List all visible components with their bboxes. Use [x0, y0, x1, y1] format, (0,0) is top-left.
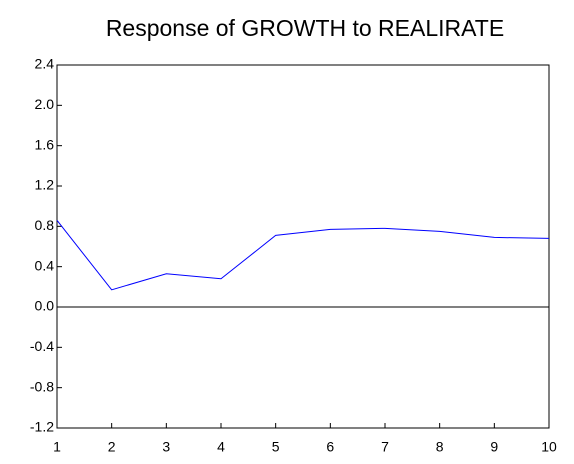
x-tick-label: 4: [217, 439, 225, 455]
y-tick-label: 2.4: [35, 56, 55, 72]
y-tick-label: 2.0: [35, 96, 55, 112]
y-tick-label: 1.2: [35, 177, 55, 193]
y-tick-label: 0.8: [35, 217, 55, 233]
series-line: [56, 219, 550, 291]
x-tick-label: 10: [541, 439, 557, 455]
y-tick-label: 1.6: [35, 136, 55, 152]
x-tick-label: 9: [490, 439, 498, 455]
x-tick-label: 3: [162, 439, 170, 455]
y-tick-label: -1.2: [30, 419, 54, 435]
x-tick-label: 7: [381, 439, 389, 455]
y-tick-label: -0.8: [30, 378, 54, 394]
y-tick-label: 0.4: [35, 257, 55, 273]
x-tick-label: 8: [436, 439, 444, 455]
x-tick-label: 2: [108, 439, 116, 455]
plot-frame: [56, 64, 550, 429]
x-tick-label: 1: [53, 439, 61, 455]
y-tick-label: 0.0: [35, 298, 55, 314]
x-tick-label: 6: [326, 439, 334, 455]
chart-title: Response of GROWTH to REALIRATE: [106, 15, 504, 41]
y-tick-label: -0.4: [30, 338, 54, 354]
x-tick-label: 5: [272, 439, 280, 455]
